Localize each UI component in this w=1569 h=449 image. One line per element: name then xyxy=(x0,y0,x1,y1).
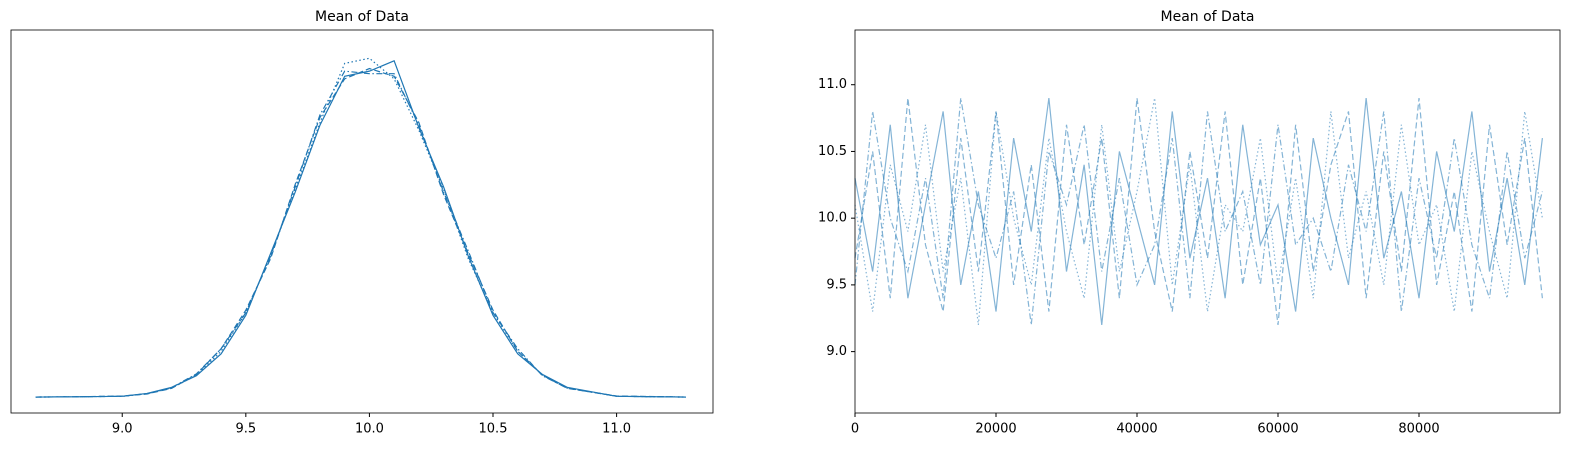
series-line xyxy=(854,97,1543,325)
x-tick-label: 80000 xyxy=(1398,422,1439,437)
x-tick-label: 20000 xyxy=(975,422,1016,437)
x-tick-label: 0 xyxy=(851,422,859,437)
axes-frame xyxy=(10,29,714,414)
series-line xyxy=(35,60,686,398)
y-tick-label: 10.5 xyxy=(818,144,847,159)
x-tick-label: 10.5 xyxy=(479,422,508,437)
axes-frame xyxy=(854,29,1561,414)
y-tick-label: 10.0 xyxy=(818,211,847,226)
x-tick-label: 60000 xyxy=(1257,422,1298,437)
chart-title: Mean of Data xyxy=(315,9,409,25)
y-tick-label: 11.0 xyxy=(818,77,847,92)
x-tick-label: 9.5 xyxy=(235,422,256,437)
x-tick-label: 11.0 xyxy=(602,422,631,437)
series-line xyxy=(854,97,1543,325)
series-line xyxy=(35,70,686,398)
y-tick-label: 9.5 xyxy=(826,277,847,292)
series-line xyxy=(35,67,686,398)
x-tick-label: 10.0 xyxy=(355,422,384,437)
y-tick-label: 9.0 xyxy=(826,344,847,359)
series-line xyxy=(35,57,686,398)
chart-title: Mean of Data xyxy=(1161,9,1255,25)
x-tick-label: 40000 xyxy=(1116,422,1157,437)
x-tick-label: 9.0 xyxy=(112,422,133,437)
